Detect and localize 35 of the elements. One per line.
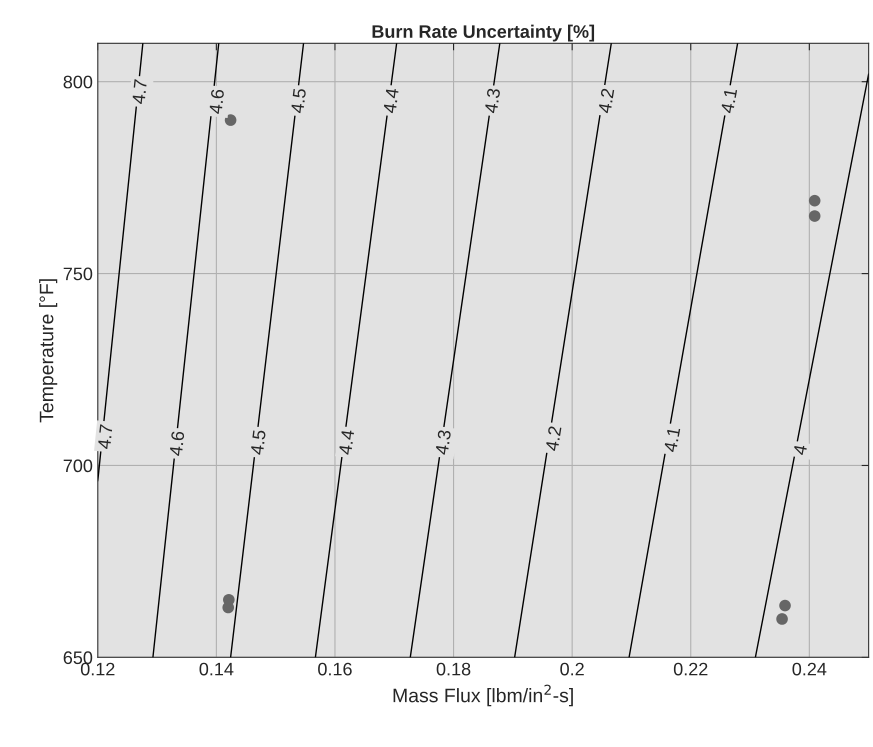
annotation: 4.5: [250, 430, 266, 456]
x-tick-label: 0.14: [200, 662, 234, 676]
annotation: 4: [793, 444, 808, 456]
x-tick-label: 0.22: [674, 662, 708, 676]
point: [808, 210, 820, 222]
point: [222, 602, 234, 614]
y-tick-label: 750: [64, 268, 92, 280]
annotation: 4.4: [338, 430, 354, 456]
annotation: 4.5: [290, 88, 306, 114]
annotation: 4.1: [664, 426, 680, 453]
annotation: 4.3: [435, 430, 452, 456]
point: [776, 613, 788, 625]
y-tick-label: 800: [64, 76, 92, 88]
annotation: 4.7: [132, 79, 147, 104]
annotation: 4.4: [383, 88, 399, 114]
annotation: 4.2: [545, 426, 562, 452]
y-axis-title: Temperature [°F]: [39, 279, 58, 422]
point: [779, 600, 791, 612]
annotation: 4.3: [484, 88, 500, 114]
point: [808, 194, 820, 206]
x-tick-label: 0.12: [80, 662, 114, 676]
annotation: 4.6: [169, 431, 184, 456]
x-tick-label: 0.18: [436, 662, 470, 676]
x-tick-label: 0.24: [792, 662, 826, 676]
x-tick-label: 0.2: [560, 662, 584, 676]
annotation: 4.7: [98, 424, 113, 450]
point: [224, 114, 236, 126]
chart-title: Burn Rate Uncertainty [%]: [372, 24, 594, 42]
annotation: 4.2: [598, 88, 614, 114]
annotation: 4.1: [720, 88, 738, 114]
x-axis-title: Mass Flux [lbm/in$^{2}$-s]: [394, 684, 573, 706]
y-tick-label: 650: [64, 651, 92, 664]
annotation: 4.6: [208, 89, 224, 114]
y-tick-label: 700: [64, 459, 92, 472]
x-tick-label: 0.16: [318, 662, 352, 676]
